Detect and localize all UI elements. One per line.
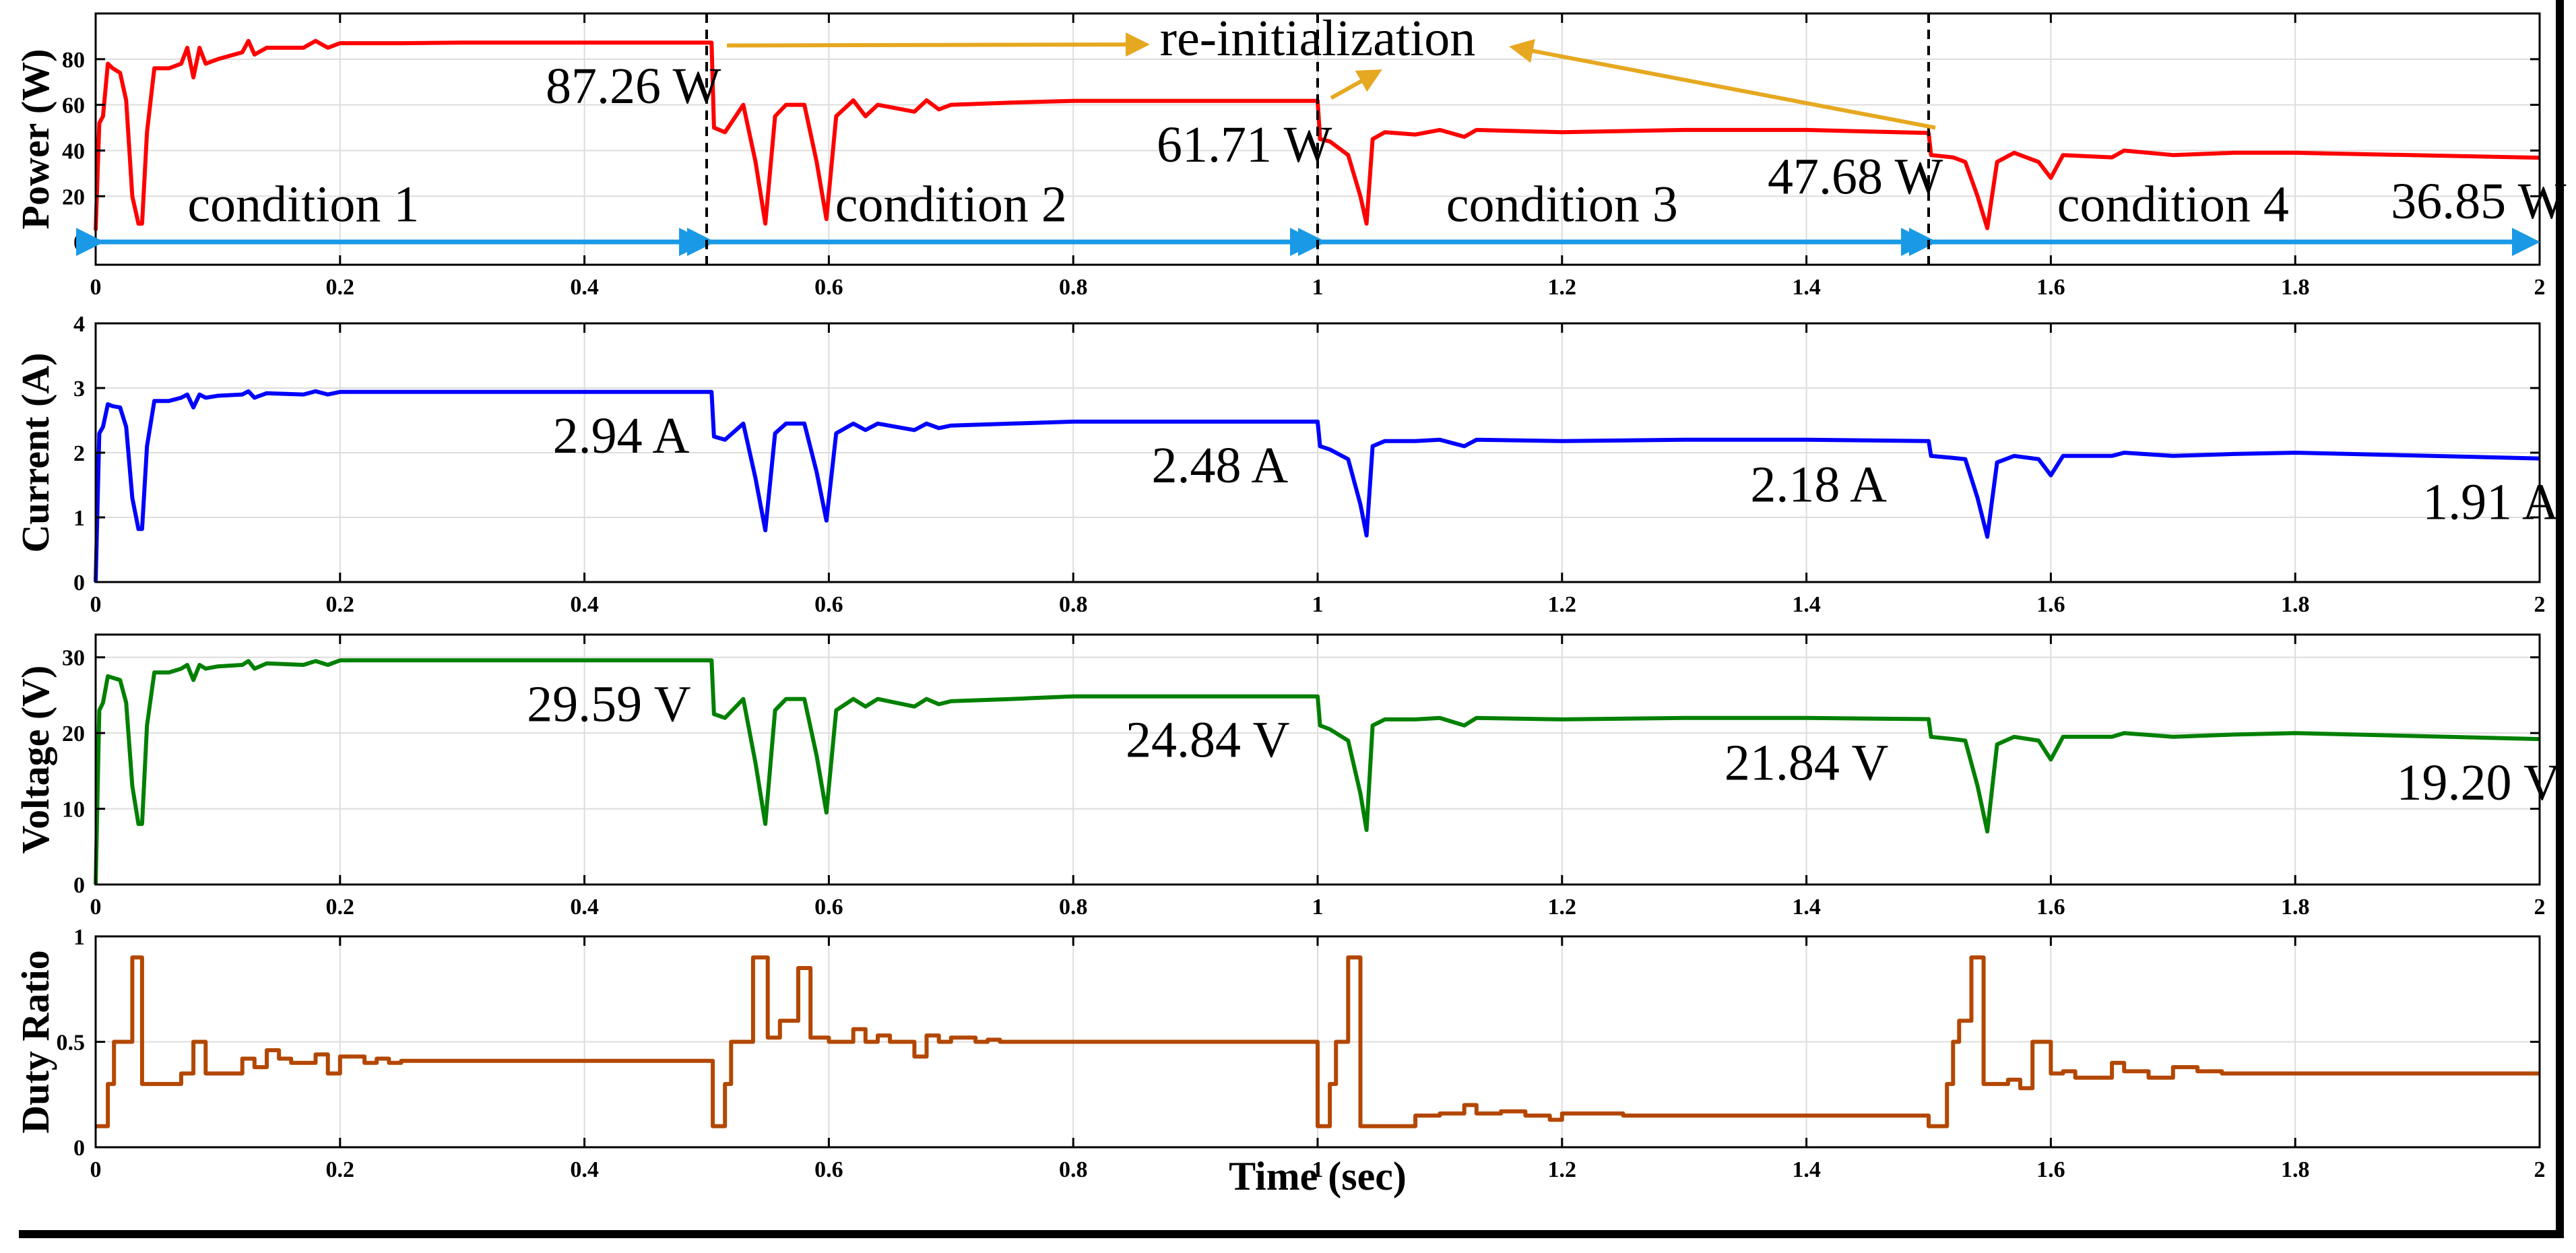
x-tick-label: 2 (2534, 275, 2546, 300)
current-value-label: 1.91 A (2422, 474, 2559, 531)
x-tick-label: 1.4 (1792, 592, 1821, 617)
x-tick-label: 1 (1312, 895, 1324, 920)
y-tick-label: 1 (73, 506, 85, 531)
x-tick-label: 0.6 (814, 895, 843, 920)
x-tick-label: 1.6 (2036, 895, 2065, 920)
x-tick-label: 0.8 (1059, 1157, 1088, 1182)
x-tick-label: 0 (90, 592, 102, 617)
x-tick-label: 0.4 (570, 592, 599, 617)
power-value-label: 36.85 W (2391, 173, 2567, 230)
x-tick-label: 1.2 (1548, 1157, 1577, 1182)
y-tick-label: 1 (73, 925, 85, 950)
x-tick-label: 0.4 (570, 1157, 599, 1182)
voltage-value-label: 21.84 V (1725, 734, 1889, 791)
x-tick-label: 1 (1312, 592, 1324, 617)
x-tick-label: 0 (90, 275, 102, 300)
y-tick-label: 20 (62, 185, 85, 210)
voltage-y-axis-label: Voltage (V) (13, 666, 57, 854)
y-tick-label: 30 (62, 646, 85, 671)
y-tick-label: 0 (73, 230, 85, 255)
x-tick-label: 0 (90, 1157, 102, 1182)
y-tick-label: 0 (73, 1136, 85, 1161)
y-tick-label: 60 (62, 94, 85, 119)
x-tick-label: 1.6 (2036, 275, 2065, 300)
y-tick-label: 10 (62, 798, 85, 823)
condition-label: condition 4 (2057, 176, 2289, 233)
x-tick-label: 0.2 (326, 592, 355, 617)
x-axis-label: Time (sec) (1229, 1154, 1407, 1198)
power-value-label: 61.71 W (1157, 117, 1332, 173)
x-tick-label: 1.8 (2281, 275, 2310, 300)
x-tick-label: 1.4 (1792, 275, 1821, 300)
y-tick-label: 20 (62, 721, 85, 746)
x-tick-label: 2 (2534, 895, 2546, 920)
x-tick-label: 2 (2534, 592, 2546, 617)
reinit-label: re-initialization (1160, 10, 1475, 67)
x-tick-label: 1 (1312, 1157, 1324, 1182)
x-tick-label: 1.2 (1548, 275, 1577, 300)
y-tick-label: 0.5 (57, 1031, 86, 1056)
axes-layer: 0 0.2 0.4 0.6 0.8 1 1.2 1.4 1.6 1.8 2020406080Powe… (13, 0, 2564, 1238)
condition-label: condition 1 (187, 176, 419, 233)
voltage-series-line (94, 658, 2540, 885)
x-tick-label: 0.6 (814, 592, 843, 617)
condition-label: condition 3 (1446, 176, 1678, 233)
reinit-arrow (1330, 69, 1382, 100)
x-tick-label: 0.6 (814, 275, 843, 300)
y-tick-label: 4 (73, 312, 85, 337)
y-tick-label: 3 (73, 377, 85, 401)
voltage-value-label: 24.84 V (1126, 712, 1290, 769)
current-value-label: 2.48 A (1152, 437, 1289, 494)
x-tick-label: 1 (1312, 275, 1324, 300)
y-tick-label: 0 (73, 571, 85, 596)
current-series-line (94, 389, 2540, 583)
reinit-arrow (726, 32, 1150, 57)
x-tick-label: 0.4 (570, 275, 599, 300)
power-value-label: 87.26 W (546, 58, 721, 115)
x-tick-label: 1.6 (2036, 592, 2065, 617)
x-tick-label: 0.2 (326, 1157, 355, 1182)
x-tick-label: 1.8 (2281, 592, 2310, 617)
x-tick-label: 0 (90, 895, 102, 920)
power-series-line (94, 38, 2540, 231)
x-tick-label: 0.8 (1059, 592, 1088, 617)
y-tick-label: 2 (73, 441, 85, 466)
x-tick-label: 0.4 (570, 895, 599, 920)
current-value-label: 2.18 A (1750, 457, 1887, 513)
x-tick-label: 0.2 (326, 275, 355, 300)
voltage-value-label: 29.59 V (527, 676, 691, 732)
voltage-value-label: 19.20 V (2397, 754, 2561, 811)
duty-y-axis-label: Duty Ratio (13, 950, 57, 1133)
x-tick-label: 0.2 (326, 895, 355, 920)
reinit-arrow (1509, 38, 1936, 130)
annotation-layer: 87.26 W 61.71 W 47.68 W 36.85 W condition 1 c… (76, 10, 2567, 811)
series-layer (94, 38, 2540, 1128)
x-tick-label: 0.8 (1059, 895, 1088, 920)
y-tick-label: 40 (62, 139, 85, 164)
current-value-label: 2.94 A (553, 408, 690, 464)
x-tick-label: 1.8 (2281, 1157, 2310, 1182)
y-tick-label: 0 (73, 873, 85, 898)
x-tick-label: 0.6 (814, 1157, 843, 1182)
condition-label: condition 2 (835, 176, 1067, 233)
x-tick-label: 1.4 (1792, 895, 1821, 920)
x-tick-label: 1.6 (2036, 1157, 2065, 1182)
x-tick-label: 2 (2534, 1157, 2546, 1182)
y-tick-label: 80 (62, 48, 85, 73)
x-tick-label: 0.8 (1059, 275, 1088, 300)
power-y-axis-label: Power (W) (13, 49, 57, 230)
x-tick-label: 1.4 (1792, 1157, 1821, 1182)
x-tick-label: 1.2 (1548, 592, 1577, 617)
duty-series-line (96, 955, 2540, 1128)
power-value-label: 47.68 W (1768, 148, 1943, 205)
x-tick-label: 1.8 (2281, 895, 2310, 920)
x-tick-label: 1.2 (1548, 895, 1577, 920)
current-y-axis-label: Current (A) (13, 353, 57, 553)
